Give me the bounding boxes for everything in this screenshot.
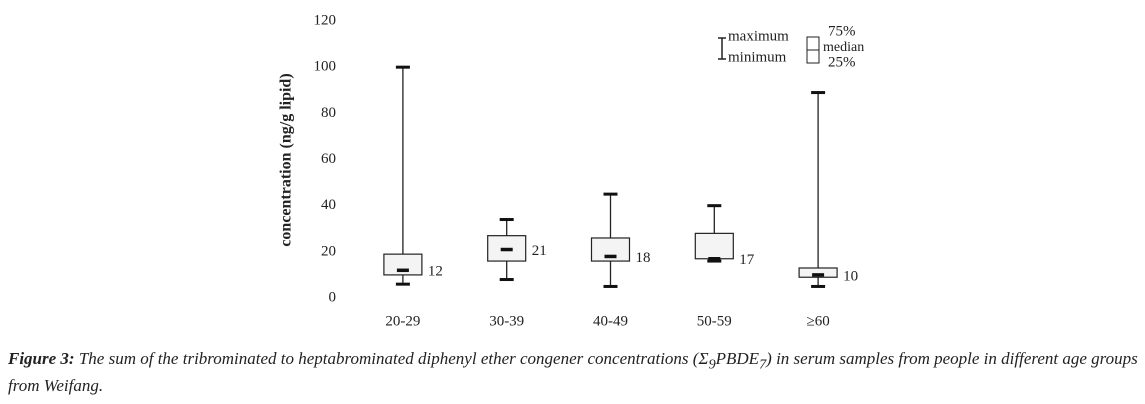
caption: Figure 3: The sum of the tribrominated t… [8, 348, 1140, 397]
median-label: 17 [739, 252, 755, 268]
median-label: 12 [428, 264, 443, 280]
caption-sub: 9 [708, 356, 716, 373]
x-tick-label: 50-59 [697, 313, 732, 329]
y-tick-label: 120 [314, 12, 337, 28]
legend-text: maximum [728, 28, 789, 44]
legend-text: 75% [828, 23, 856, 39]
median-label: 10 [843, 268, 858, 284]
x-tick-label: ≥60 [806, 313, 829, 329]
x-tick-label: 40-49 [593, 313, 628, 329]
chart: concentration (ng/g lipid) maximum minim… [278, 12, 865, 329]
caption-text: ) in serum samples from people in differ… [8, 349, 1138, 396]
legend-text: median [823, 40, 864, 55]
caption-sub: 7 [759, 356, 767, 373]
y-tick-label: 60 [321, 151, 336, 167]
caption-text: The sum of the tribrominated to heptabro… [78, 349, 709, 368]
median-label: 18 [636, 250, 651, 266]
y-tick-label: 100 [314, 59, 337, 75]
box [590, 237, 631, 262]
legend-text: 25% [828, 54, 856, 70]
y-tick-label: 40 [321, 197, 336, 213]
x-tick-label: 30-39 [489, 313, 524, 329]
caption-label: Figure 3: [8, 349, 75, 368]
y-tick-label: 0 [329, 289, 337, 305]
x-tick-label: 20-29 [385, 313, 420, 329]
median-label: 21 [532, 243, 547, 259]
caption-text: PBDE [715, 349, 760, 368]
box [487, 235, 527, 262]
legend-text: minimum [728, 49, 787, 65]
y-axis-label: concentration (ng/g lipid) [278, 73, 295, 246]
box [798, 267, 838, 278]
y-tick-label: 20 [321, 243, 336, 259]
legend: maximum minimum 75% median 25% [718, 23, 864, 70]
y-tick-label: 80 [321, 105, 336, 121]
box [383, 253, 423, 276]
box [694, 232, 734, 260]
